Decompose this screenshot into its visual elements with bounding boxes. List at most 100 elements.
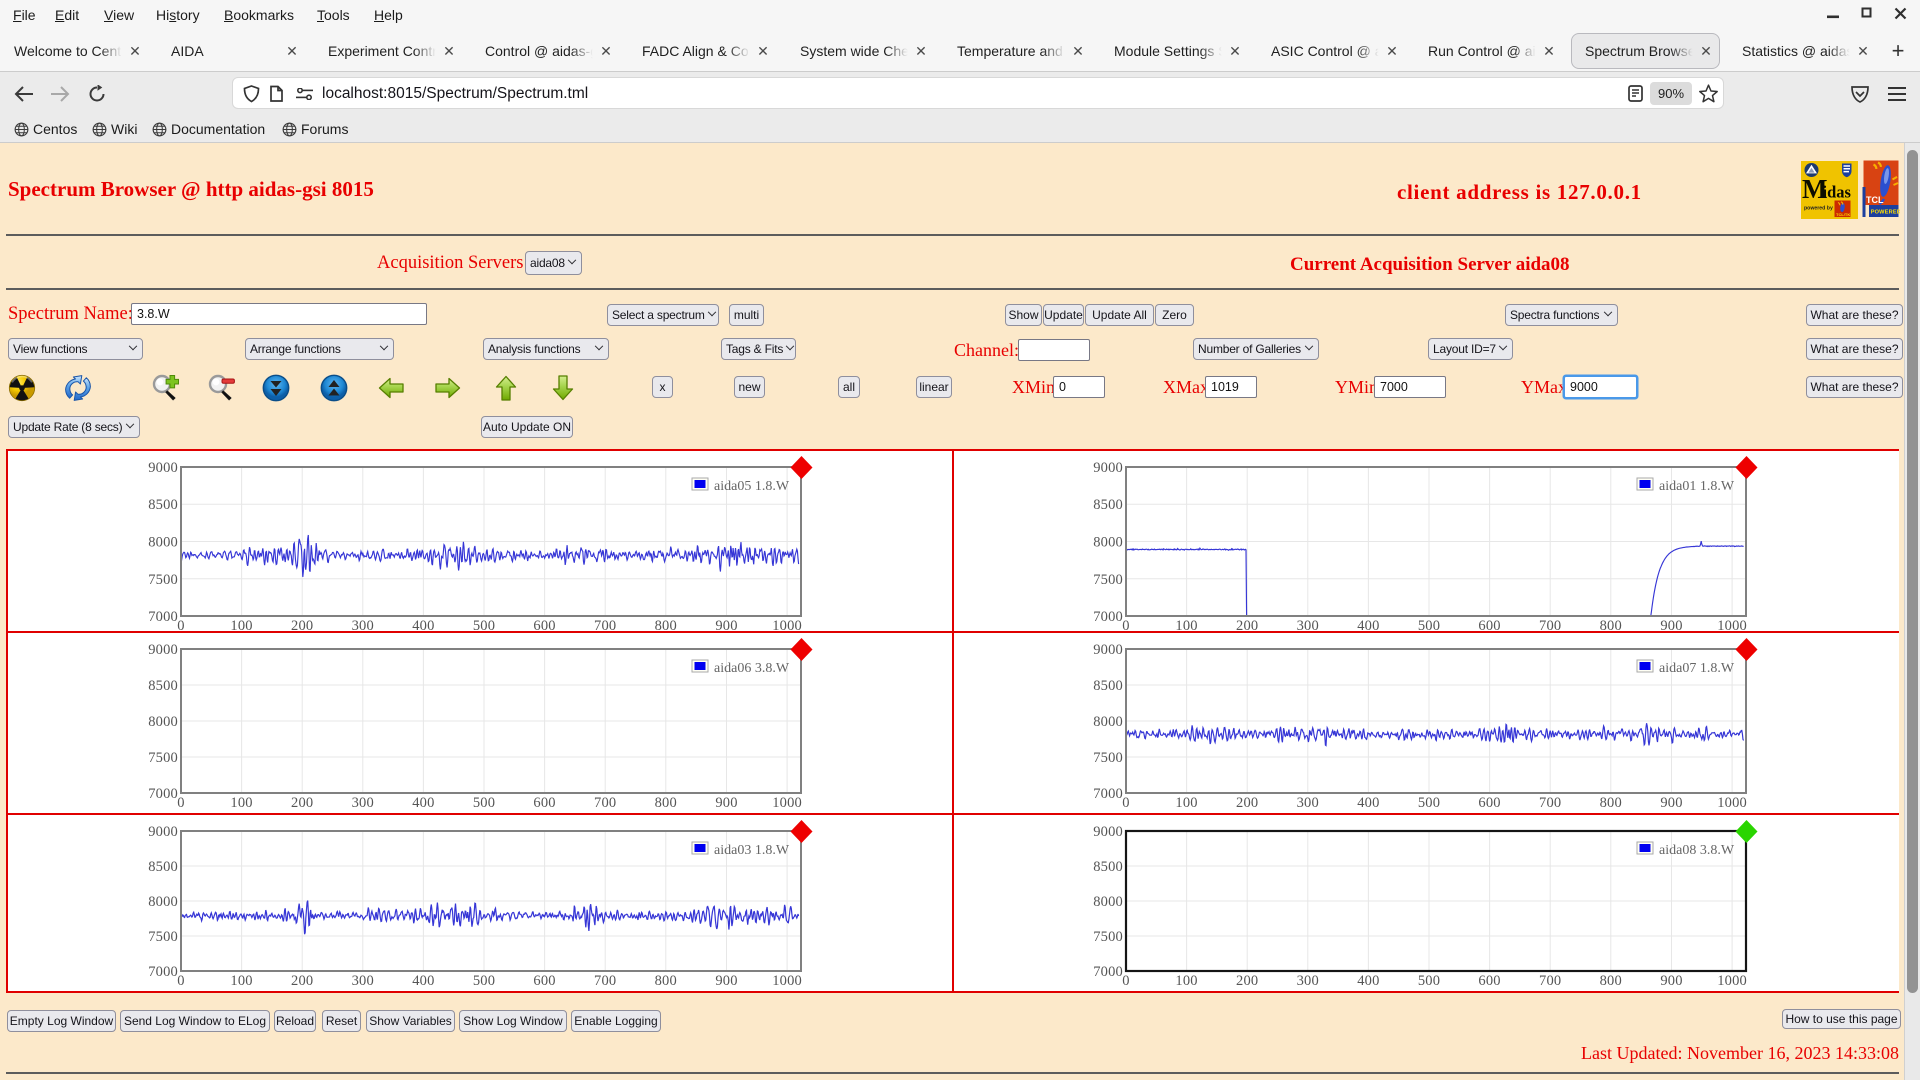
svg-text:100: 100	[1175, 618, 1197, 634]
svg-text:200: 200	[1236, 973, 1258, 989]
svg-text:9000: 9000	[148, 824, 178, 840]
svg-text:400: 400	[1357, 795, 1379, 811]
svg-text:1000: 1000	[1717, 795, 1747, 811]
svg-text:800: 800	[1600, 973, 1622, 989]
svg-text:900: 900	[715, 618, 737, 634]
svg-text:800: 800	[1600, 618, 1622, 634]
svg-text:1000: 1000	[1717, 973, 1747, 989]
svg-text:8500: 8500	[1093, 678, 1123, 694]
svg-text:7000: 7000	[1093, 786, 1123, 802]
svg-text:100: 100	[1175, 973, 1197, 989]
svg-text:600: 600	[533, 795, 555, 811]
svg-text:1000: 1000	[772, 618, 802, 634]
svg-text:400: 400	[412, 973, 434, 989]
svg-text:idas: idas	[1823, 183, 1852, 202]
svg-text:7000: 7000	[148, 964, 178, 980]
svg-text:300: 300	[352, 973, 374, 989]
svg-text:200: 200	[291, 973, 313, 989]
svg-text:7500: 7500	[148, 929, 178, 945]
svg-text:500: 500	[1418, 973, 1440, 989]
svg-text:600: 600	[533, 973, 555, 989]
svg-text:700: 700	[1539, 795, 1561, 811]
svg-text:600: 600	[533, 618, 555, 634]
svg-text:500: 500	[473, 795, 495, 811]
svg-text:900: 900	[715, 795, 737, 811]
svg-text:700: 700	[594, 795, 616, 811]
svg-text:400: 400	[1357, 618, 1379, 634]
svg-text:7000: 7000	[148, 786, 178, 802]
svg-text:0: 0	[1122, 973, 1129, 989]
svg-text:8000: 8000	[148, 535, 178, 551]
svg-text:8500: 8500	[1093, 859, 1123, 875]
svg-text:8500: 8500	[1093, 497, 1123, 513]
svg-text:600: 600	[1478, 795, 1500, 811]
svg-text:TCL: TCL	[1866, 195, 1884, 205]
svg-text:0: 0	[1122, 618, 1129, 634]
svg-text:200: 200	[1236, 795, 1258, 811]
svg-text:900: 900	[1660, 795, 1682, 811]
svg-text:7000: 7000	[1093, 964, 1123, 980]
svg-text:1000: 1000	[1717, 618, 1747, 634]
svg-text:8000: 8000	[1093, 535, 1123, 551]
svg-text:700: 700	[1539, 618, 1561, 634]
svg-text:200: 200	[1236, 618, 1258, 634]
svg-text:9000: 9000	[148, 642, 178, 658]
svg-text:100: 100	[230, 973, 252, 989]
svg-text:100: 100	[230, 795, 252, 811]
svg-text:0: 0	[177, 973, 184, 989]
svg-text:7500: 7500	[1093, 929, 1123, 945]
svg-text:7500: 7500	[1093, 750, 1123, 766]
svg-text:aida06 3.8.W: aida06 3.8.W	[714, 661, 790, 676]
svg-text:aida01 1.8.W: aida01 1.8.W	[1659, 479, 1735, 494]
svg-text:800: 800	[655, 973, 677, 989]
svg-text:700: 700	[1539, 973, 1561, 989]
svg-text:800: 800	[655, 618, 677, 634]
svg-text:7500: 7500	[148, 572, 178, 588]
svg-text:TCL/TK: TCL/TK	[1836, 212, 1850, 217]
svg-text:500: 500	[473, 618, 495, 634]
svg-text:400: 400	[412, 795, 434, 811]
svg-text:aida05 1.8.W: aida05 1.8.W	[714, 479, 790, 494]
svg-text:POWERED: POWERED	[1871, 210, 1900, 216]
svg-text:900: 900	[715, 973, 737, 989]
svg-text:8500: 8500	[148, 859, 178, 875]
svg-text:500: 500	[473, 973, 495, 989]
svg-text:powered by: powered by	[1804, 206, 1833, 212]
svg-text:600: 600	[1478, 618, 1500, 634]
svg-text:900: 900	[1660, 973, 1682, 989]
svg-text:400: 400	[1357, 973, 1379, 989]
svg-text:300: 300	[1297, 795, 1319, 811]
svg-text:0: 0	[1122, 795, 1129, 811]
svg-text:700: 700	[594, 973, 616, 989]
svg-text:8500: 8500	[148, 497, 178, 513]
svg-text:300: 300	[1297, 618, 1319, 634]
svg-text:8000: 8000	[148, 714, 178, 730]
svg-text:700: 700	[594, 618, 616, 634]
svg-text:aida03 1.8.W: aida03 1.8.W	[714, 843, 790, 858]
svg-text:M: M	[1802, 174, 1827, 204]
svg-text:100: 100	[1175, 795, 1197, 811]
svg-text:800: 800	[1600, 795, 1622, 811]
svg-text:9000: 9000	[1093, 460, 1123, 476]
svg-text:1000: 1000	[772, 795, 802, 811]
svg-text:7000: 7000	[148, 609, 178, 625]
svg-text:aida08 3.8.W: aida08 3.8.W	[1659, 843, 1735, 858]
svg-text:100: 100	[230, 618, 252, 634]
svg-text:0: 0	[177, 618, 184, 634]
svg-text:300: 300	[1297, 973, 1319, 989]
svg-text:200: 200	[291, 795, 313, 811]
svg-text:200: 200	[291, 618, 313, 634]
svg-text:500: 500	[1418, 795, 1440, 811]
svg-text:9000: 9000	[148, 460, 178, 476]
svg-text:800: 800	[655, 795, 677, 811]
svg-text:8000: 8000	[1093, 714, 1123, 730]
svg-text:9000: 9000	[1093, 824, 1123, 840]
svg-text:300: 300	[352, 795, 374, 811]
svg-text:7000: 7000	[1093, 609, 1123, 625]
svg-text:1000: 1000	[772, 973, 802, 989]
svg-text:9000: 9000	[1093, 642, 1123, 658]
svg-text:500: 500	[1418, 618, 1440, 634]
svg-text:aida07 1.8.W: aida07 1.8.W	[1659, 661, 1735, 676]
svg-text:0: 0	[177, 795, 184, 811]
svg-text:300: 300	[352, 618, 374, 634]
